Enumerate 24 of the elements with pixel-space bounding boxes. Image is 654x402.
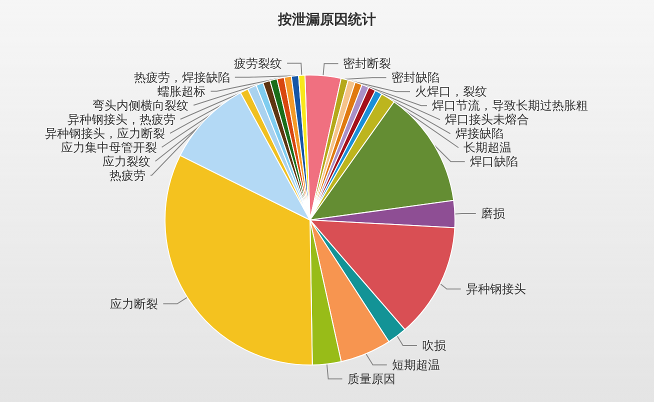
slice-label: 热疲劳，焊接缺陷 xyxy=(134,70,230,84)
slice-label: 疲劳裂纹 xyxy=(234,56,282,70)
slice-label: 应力断裂 xyxy=(110,296,158,311)
slice-label: 焊口缺陷 xyxy=(470,154,518,169)
chart-title: 按泄漏原因统计 xyxy=(277,11,376,28)
slice-label: 蠕胀超标 xyxy=(158,84,206,98)
slice-label: 异种钢接头 xyxy=(466,282,526,296)
slice-label: 焊接缺陷 xyxy=(455,126,504,141)
slice-label: 吹损 xyxy=(422,338,446,353)
slice-label: 异种钢接头，热疲劳 xyxy=(67,112,176,126)
slice-label: 长期超温 xyxy=(463,140,512,155)
slice-label: 异种钢接头，应力断裂 xyxy=(45,126,166,140)
slice-label: 火焊口，裂纹 xyxy=(415,84,488,99)
slice-label: 磨损 xyxy=(480,206,505,221)
slice-label: 应力裂纹 xyxy=(102,154,150,168)
slice-label: 焊口接头未熔合 xyxy=(445,112,530,127)
slice-label: 密封缺陷 xyxy=(391,70,440,85)
slice-label: 密封断裂 xyxy=(343,56,392,71)
slice-label: 热疲劳 xyxy=(109,168,146,182)
slice-label: 弯头内侧横向裂纹 xyxy=(92,98,189,112)
slice-label: 短期超温 xyxy=(392,358,440,372)
slice-label: 焊口节流，导致长期过热胀粗 xyxy=(432,98,588,113)
slice-label: 质量原因 xyxy=(347,372,396,386)
slice-label: 应力集中母管开裂 xyxy=(60,140,157,154)
